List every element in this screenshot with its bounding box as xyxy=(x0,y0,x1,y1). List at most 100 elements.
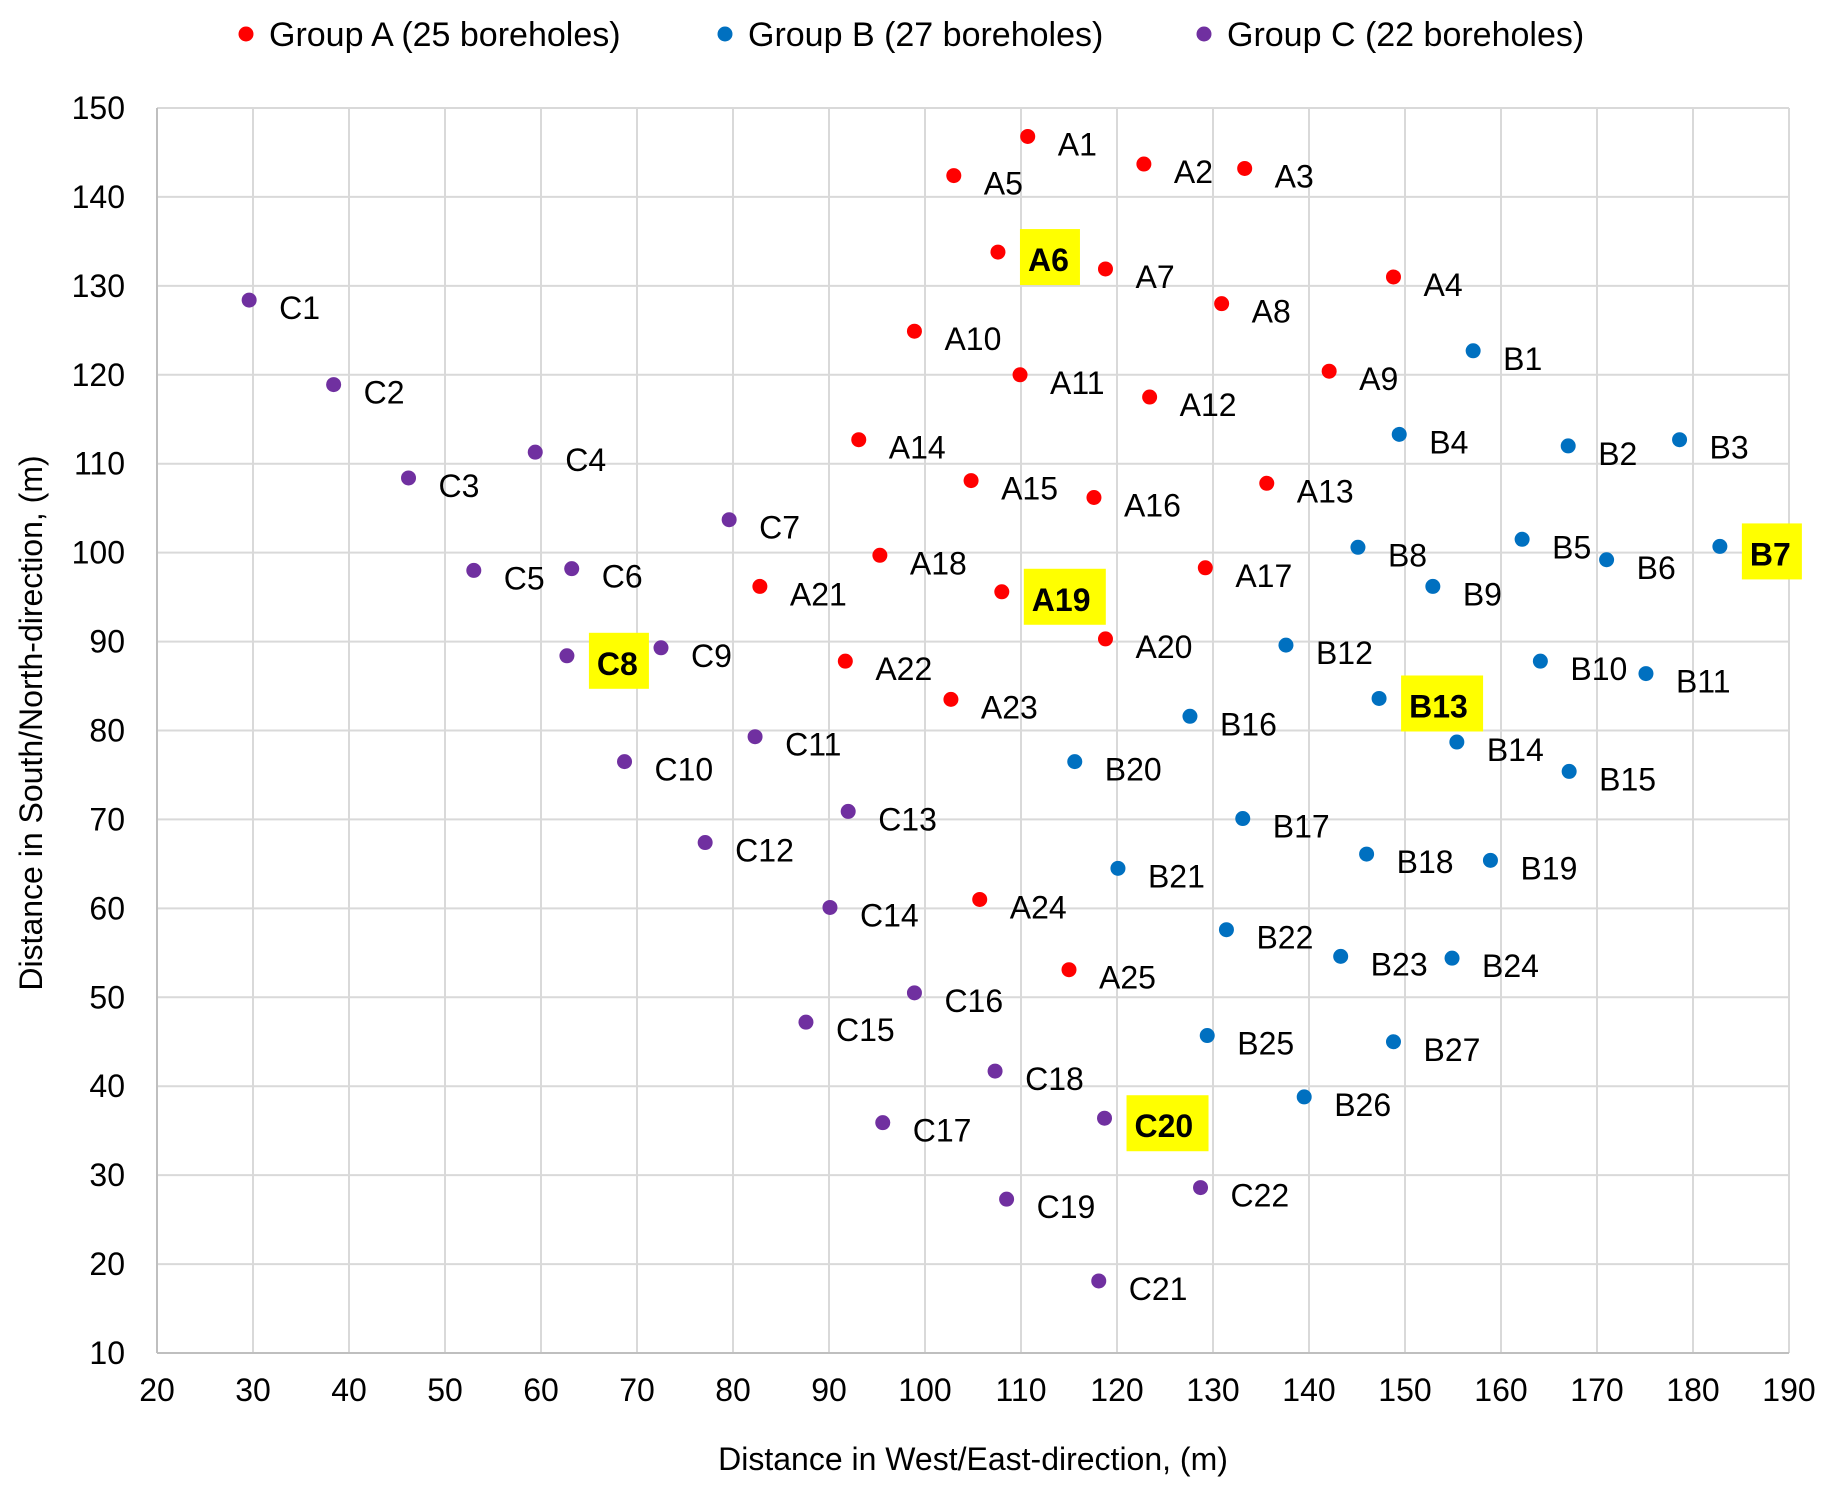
data-point-C9: C9 xyxy=(653,638,732,674)
x-axis-title: Distance in West/East-direction, (m) xyxy=(718,1441,1228,1477)
data-point-C7: C7 xyxy=(721,510,800,546)
data-point-C21: C21 xyxy=(1091,1271,1187,1307)
data-point-B22: B22 xyxy=(1218,920,1313,956)
y-tick-label: 140 xyxy=(72,179,125,215)
x-tick-label: 190 xyxy=(1762,1372,1815,1408)
point-marker xyxy=(1561,763,1577,779)
point-marker xyxy=(837,653,853,669)
point-marker xyxy=(1444,950,1460,966)
point-marker xyxy=(752,578,768,594)
data-point-B19: B19 xyxy=(1482,850,1577,886)
point-label: A16 xyxy=(1124,488,1181,524)
data-point-A8: A8 xyxy=(1214,294,1291,330)
data-point-C17: C17 xyxy=(875,1113,971,1149)
point-label: C22 xyxy=(1231,1178,1290,1214)
point-label: B21 xyxy=(1148,858,1205,894)
x-tick-label: 80 xyxy=(715,1372,751,1408)
x-tick-label: 60 xyxy=(523,1372,559,1408)
data-point-A4: A4 xyxy=(1385,267,1463,303)
y-tick-label: 90 xyxy=(89,624,125,660)
point-marker xyxy=(1712,538,1728,554)
point-marker xyxy=(1321,363,1337,379)
data-point-A10: A10 xyxy=(906,321,1001,357)
data-point-C6: C6 xyxy=(564,559,643,595)
point-marker xyxy=(1235,811,1251,827)
point-marker xyxy=(972,891,988,907)
data-point-B4: B4 xyxy=(1391,424,1468,460)
data-point-B17: B17 xyxy=(1235,809,1330,845)
data-point-C2: C2 xyxy=(326,375,405,411)
point-marker xyxy=(1425,578,1441,594)
point-label: B2 xyxy=(1598,436,1637,472)
legend-item: Group B (27 boreholes) xyxy=(717,16,1103,54)
point-label: A13 xyxy=(1297,473,1354,509)
point-marker xyxy=(1482,852,1498,868)
data-point-C5: C5 xyxy=(466,560,545,596)
point-label: A9 xyxy=(1359,361,1398,397)
point-marker xyxy=(1067,754,1083,770)
data-point-A1: A1 xyxy=(1020,126,1097,162)
data-point-B18: B18 xyxy=(1359,844,1454,880)
point-label: A21 xyxy=(790,576,847,612)
legend-item: Group A (25 boreholes) xyxy=(238,16,621,54)
point-label: B3 xyxy=(1710,430,1749,466)
point-marker xyxy=(994,584,1010,600)
data-point-B11: B11 xyxy=(1638,664,1731,700)
legend-marker xyxy=(717,26,733,42)
point-label: C18 xyxy=(1025,1061,1084,1097)
point-marker xyxy=(401,470,417,486)
point-label: B10 xyxy=(1570,651,1627,687)
point-label: A25 xyxy=(1099,960,1156,996)
point-label: A14 xyxy=(889,430,946,466)
highlight-box xyxy=(1401,675,1484,732)
data-point-A7: A7 xyxy=(1097,259,1175,295)
data-point-A19: A19 xyxy=(994,568,1106,625)
point-marker xyxy=(1199,1028,1215,1044)
point-label: B15 xyxy=(1599,761,1656,797)
point-label: A17 xyxy=(1235,558,1292,594)
point-marker xyxy=(1278,637,1294,653)
data-point-C12: C12 xyxy=(697,833,794,869)
data-point-A17: A17 xyxy=(1197,558,1292,594)
point-label: A1 xyxy=(1058,126,1097,162)
point-marker xyxy=(875,1115,891,1131)
data-point-B13: B13 xyxy=(1371,675,1484,732)
point-marker xyxy=(1465,343,1481,359)
point-label: C15 xyxy=(836,1012,895,1048)
point-marker xyxy=(721,512,737,528)
point-marker xyxy=(697,835,713,851)
data-point-A11: A11 xyxy=(1012,365,1105,401)
data-point-A22: A22 xyxy=(837,651,932,687)
point-marker xyxy=(1259,475,1275,491)
point-marker xyxy=(1097,631,1113,647)
data-point-A5: A5 xyxy=(946,166,1023,202)
point-label: C21 xyxy=(1129,1271,1188,1307)
point-label: C9 xyxy=(691,638,732,674)
highlight-box xyxy=(1023,568,1106,625)
data-point-A23: A23 xyxy=(943,689,1038,725)
data-point-C10: C10 xyxy=(617,752,713,788)
point-marker xyxy=(1371,690,1387,706)
point-marker xyxy=(1197,560,1213,576)
point-label: B25 xyxy=(1237,1026,1294,1062)
point-label: B19 xyxy=(1520,850,1577,886)
point-marker xyxy=(822,899,838,915)
data-point-A13: A13 xyxy=(1259,473,1354,509)
grid-lines xyxy=(156,107,1790,1354)
data-point-A3: A3 xyxy=(1237,158,1314,194)
point-label: C10 xyxy=(655,752,714,788)
y-tick-label: 50 xyxy=(89,979,125,1015)
y-tick-label: 100 xyxy=(72,535,125,571)
data-point-C13: C13 xyxy=(840,801,937,837)
data-point-C11: C11 xyxy=(747,727,841,763)
point-label: A12 xyxy=(1180,387,1237,423)
axes: 20 30 40 50 60 70 80 90 100 110 120 130 140 150 160 170… xyxy=(72,90,1816,1408)
x-tick-label: 90 xyxy=(811,1372,847,1408)
point-label: C8 xyxy=(597,646,638,682)
point-label: B17 xyxy=(1273,809,1330,845)
data-point-B2: B2 xyxy=(1560,436,1637,472)
legend-label: Group A (25 boreholes) xyxy=(269,16,621,54)
point-label: B5 xyxy=(1552,529,1591,565)
x-tick-label: 140 xyxy=(1282,1372,1335,1408)
